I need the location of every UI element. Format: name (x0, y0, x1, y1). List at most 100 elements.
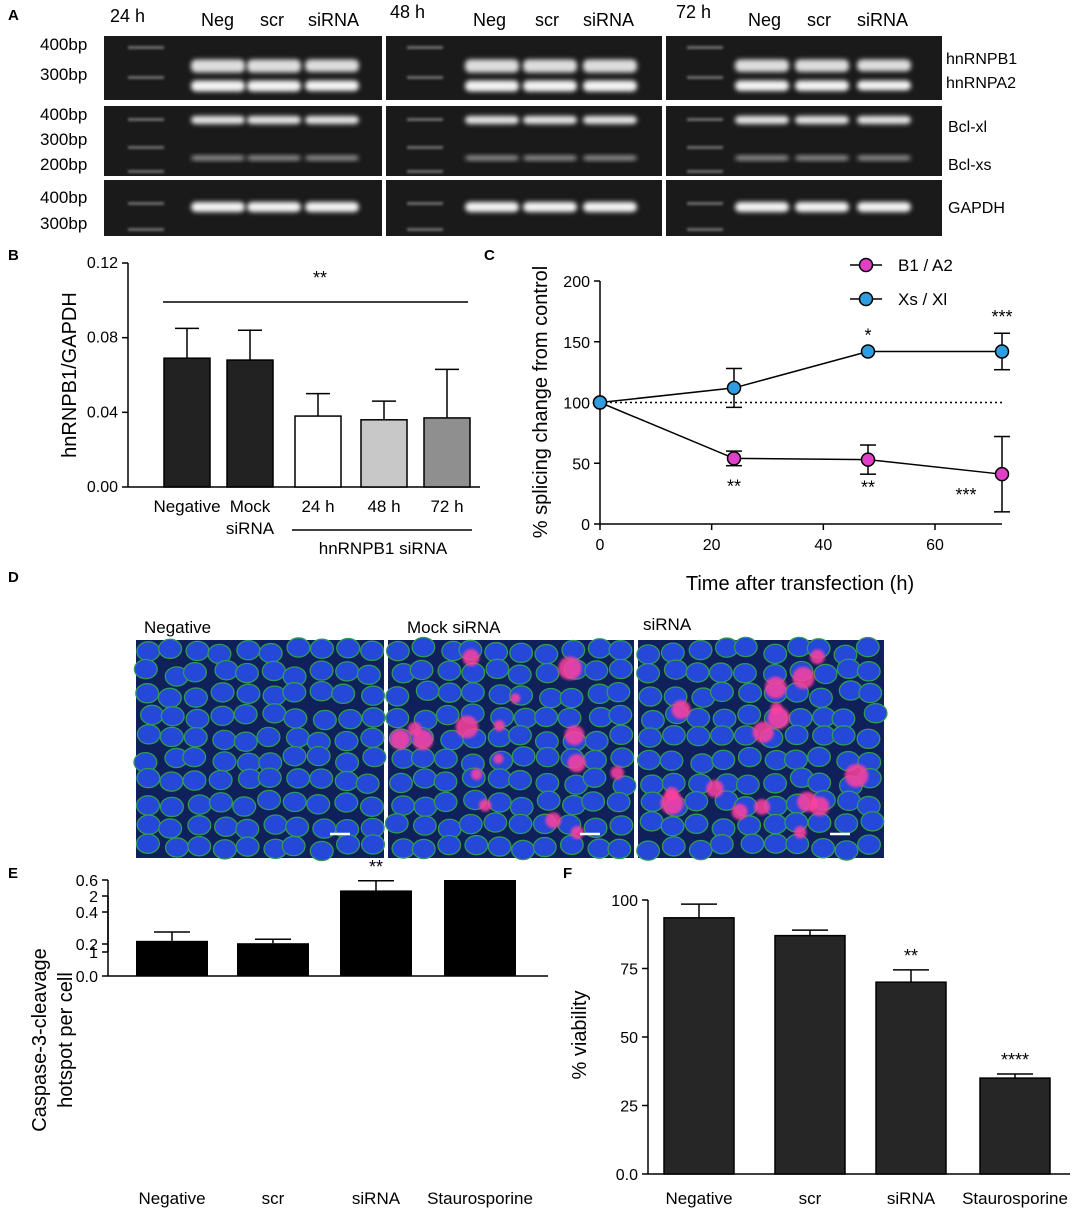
bar-e (340, 890, 412, 976)
ladder-band (407, 76, 443, 79)
cell-nucleus (535, 662, 560, 684)
cell-nucleus (660, 642, 685, 663)
cell-nucleus (133, 658, 158, 680)
cell-nucleus (488, 684, 513, 705)
cell-nucleus (684, 790, 709, 812)
cell-nucleus (856, 728, 881, 750)
cell-nucleus (433, 771, 458, 792)
significance-stars-e: **** (466, 892, 494, 912)
category-label-b: Mock (230, 497, 271, 516)
cell-nucleus (863, 702, 888, 724)
y-axis-label-e: hotspot per cell (55, 972, 77, 1108)
gel-band (465, 155, 519, 161)
cell-nucleus (182, 746, 207, 768)
gel-band (247, 59, 301, 73)
cell-nucleus (788, 708, 813, 729)
cell-nucleus (135, 795, 161, 816)
cell-nucleus (737, 746, 762, 768)
cell-nucleus (508, 813, 533, 835)
cell-nucleus (361, 707, 386, 728)
cell-nucleus (711, 749, 736, 771)
cell-nucleus (636, 840, 661, 861)
panel-label-f: F (563, 865, 572, 882)
chart-b: 0.00 0.04 0.08 0.12 hnRNPB1/GAPDH Negative Moc… (59, 255, 480, 558)
cell-nucleus (638, 686, 663, 707)
category-label-b: Negative (153, 497, 220, 516)
y-tick-label-b: 0.08 (87, 330, 118, 347)
data-point-c (994, 466, 1010, 482)
cell-nucleus (856, 661, 881, 682)
cell-nucleus (391, 838, 416, 859)
cell-nucleus (210, 682, 235, 703)
cell-nucleus (282, 745, 307, 767)
cell-nucleus (212, 729, 237, 751)
cell-nucleus (309, 660, 334, 681)
cell-nucleus (335, 661, 360, 682)
cell-nucleus (534, 643, 559, 665)
cell-nucleus (262, 703, 287, 724)
bp-label: 300bp (40, 65, 87, 84)
cell-nucleus (763, 643, 788, 665)
y-tick-label-b: 0.04 (87, 404, 118, 421)
cell-nucleus (534, 706, 559, 728)
cell-nucleus (159, 771, 184, 792)
cell-nucleus (608, 639, 633, 661)
ladder-band (687, 76, 723, 79)
caspase-hotspot (493, 720, 505, 732)
cell-nucleus (735, 774, 760, 795)
category-label-e: siRNA (352, 1189, 401, 1208)
caspase-hotspot (671, 700, 691, 720)
cell-nucleus (410, 747, 435, 769)
caspase-hotspot (792, 666, 815, 689)
gel-band (305, 155, 359, 161)
cell-nucleus (535, 746, 560, 768)
series-line-c (599, 350, 1002, 404)
gel-band (465, 202, 519, 212)
y-tick-label-c: 150 (563, 335, 590, 352)
gel-band (795, 202, 849, 212)
bp-label: 300bp (40, 214, 87, 233)
micrograph-panel: Negative Mock siRNA siRNA (133, 615, 888, 862)
cell-nucleus (183, 727, 208, 748)
bar-b (294, 415, 342, 488)
gel-images (104, 36, 942, 236)
group-label-b: hnRNPB1 siRNA (319, 539, 448, 558)
cell-nucleus (334, 770, 359, 792)
ladder-band (128, 170, 164, 173)
ladder-band (687, 170, 723, 173)
category-label-e: scr (262, 1189, 285, 1208)
bar-e-upper (444, 924, 516, 952)
cell-nucleus (836, 790, 861, 812)
cell-nucleus (535, 772, 560, 794)
cell-nucleus (283, 708, 308, 729)
cell-nucleus (312, 709, 337, 731)
panel-label-b: B (8, 247, 19, 264)
gel-band (247, 202, 301, 212)
gel-band (523, 155, 577, 161)
y-tick-label-f: 25 (620, 1099, 638, 1116)
cell-nucleus (233, 731, 258, 752)
gel-band (857, 59, 911, 72)
cell-nucleus (606, 791, 631, 813)
cell-nucleus (433, 748, 458, 769)
gel-band (857, 80, 911, 91)
x-tick-label-c: 40 (814, 537, 832, 554)
y-tick-label-e: 0.2 (76, 937, 98, 954)
category-label-f: siRNA (887, 1189, 936, 1208)
cell-nucleus (236, 639, 261, 661)
cell-nucleus (606, 681, 631, 703)
bar-f (663, 917, 735, 1175)
significance-stars-f: ** (904, 946, 918, 966)
cell-nucleus (285, 727, 310, 748)
caspase-hotspot (545, 812, 562, 829)
ladder-band (128, 118, 164, 121)
gel-band (583, 202, 637, 212)
cell-nucleus (860, 811, 885, 832)
cell-nucleus (159, 796, 184, 818)
lane-label-neg-72h: Neg (748, 10, 781, 30)
cell-nucleus (257, 767, 282, 788)
bar-b (226, 359, 274, 488)
cell-nucleus (182, 770, 207, 791)
caspase-hotspot (844, 763, 869, 788)
y-axis-label-c: % splicing change from control (530, 266, 552, 538)
